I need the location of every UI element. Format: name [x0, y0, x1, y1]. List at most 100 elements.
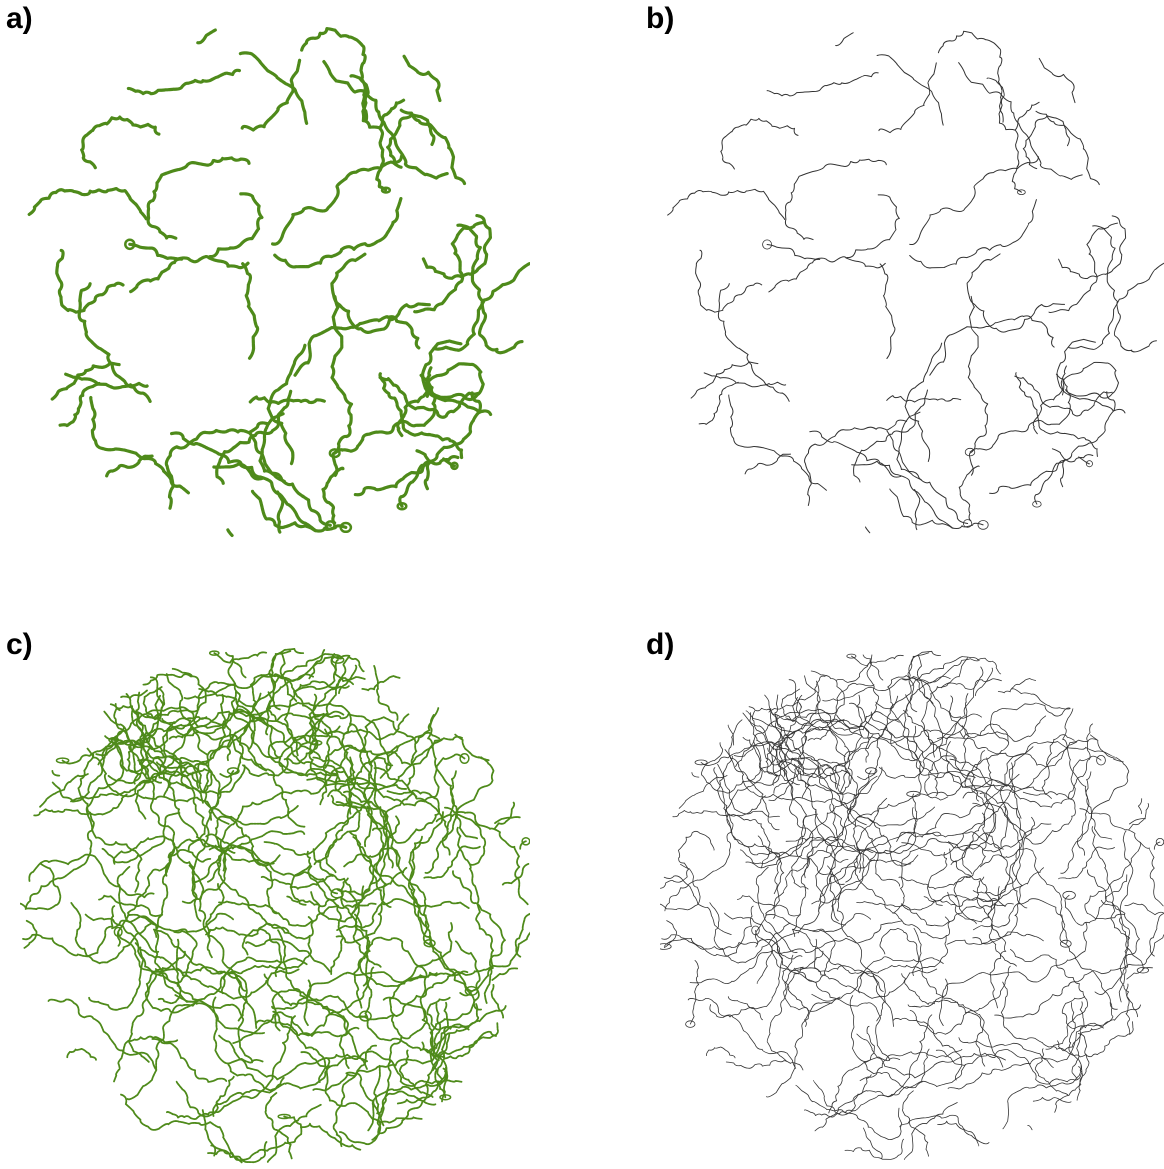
filament: [949, 848, 994, 914]
filament: [85, 737, 143, 893]
filament: [695, 249, 763, 313]
filament: [709, 902, 791, 964]
filament-loop: [439, 1094, 452, 1101]
filament: [319, 745, 373, 806]
filament: [218, 900, 377, 927]
filament: [678, 775, 728, 809]
filament: [947, 806, 1021, 923]
filament: [742, 737, 851, 794]
filament: [744, 453, 791, 475]
filament: [1014, 375, 1113, 417]
filament: [128, 950, 186, 1063]
filament: [1068, 262, 1164, 350]
filament: [836, 654, 873, 683]
filament: [909, 156, 1039, 246]
filament-loop: [762, 239, 772, 250]
filament: [896, 411, 922, 481]
filament: [248, 395, 326, 405]
filament: [215, 389, 293, 485]
filament: [1048, 222, 1118, 313]
filament: [994, 933, 1164, 1019]
filament: [70, 770, 169, 803]
filament: [231, 712, 341, 772]
filament: [321, 466, 345, 525]
filament: [828, 1025, 875, 1114]
filament: [354, 913, 438, 988]
filament: [385, 714, 435, 772]
filament: [289, 850, 312, 906]
filament: [728, 719, 780, 831]
filament: [444, 806, 530, 906]
filament-loop: [108, 737, 120, 743]
filament: [300, 26, 369, 122]
filament: [494, 816, 521, 824]
filament-loop: [660, 943, 672, 950]
filament: [264, 1092, 293, 1160]
filament: [308, 738, 408, 792]
filament: [847, 793, 901, 887]
filament: [39, 773, 89, 808]
filament: [904, 694, 976, 779]
filament-loop: [331, 655, 345, 664]
filament: [835, 32, 854, 47]
filament: [1032, 1097, 1072, 1103]
filament: [713, 767, 771, 869]
filament: [901, 762, 1014, 857]
filament: [427, 1030, 498, 1058]
filament: [660, 863, 701, 911]
filament: [785, 696, 883, 797]
filament: [742, 712, 778, 786]
filament: [227, 1063, 331, 1092]
filament: [219, 692, 262, 778]
filament: [1054, 1033, 1090, 1113]
filament: [689, 920, 903, 984]
filament: [219, 747, 350, 872]
filament: [735, 708, 900, 767]
filament: [849, 995, 901, 1062]
filament-loop: [124, 238, 136, 251]
filament: [493, 801, 516, 830]
filament: [913, 927, 1004, 1068]
filament-loop: [208, 650, 220, 656]
filament: [28, 853, 155, 899]
filament: [989, 391, 1116, 494]
filament: [432, 261, 530, 352]
filament: [909, 199, 1037, 269]
filament: [129, 257, 184, 294]
filament: [1015, 372, 1098, 457]
filament: [687, 997, 797, 1069]
filament: [724, 912, 783, 1010]
filament: [717, 283, 790, 402]
filament: [427, 707, 478, 840]
filament-loop: [277, 1113, 291, 1120]
filament: [353, 391, 482, 497]
filament: [183, 673, 345, 717]
filament: [853, 389, 928, 483]
filament: [937, 1120, 990, 1145]
panel-label-c: c): [6, 628, 33, 661]
filament: [909, 965, 1011, 1035]
filament: [1058, 215, 1127, 279]
filament: [814, 1048, 930, 1132]
filament: [402, 54, 442, 103]
filament-loop: [962, 519, 973, 528]
filament: [857, 695, 899, 780]
filament: [133, 658, 241, 749]
filament: [1129, 818, 1146, 825]
filament: [986, 77, 1016, 131]
filament: [663, 938, 803, 960]
filament: [295, 659, 339, 692]
filament: [308, 685, 350, 755]
filament: [352, 836, 470, 909]
filament: [424, 733, 495, 874]
filament: [220, 934, 312, 995]
filament-group: [660, 650, 1164, 1160]
filament: [846, 194, 900, 259]
filament: [205, 883, 225, 959]
filament: [266, 1103, 322, 1163]
filament: [886, 395, 962, 403]
filament: [375, 98, 406, 192]
filament: [153, 928, 248, 1023]
filament: [224, 651, 247, 679]
filament: [361, 675, 401, 692]
